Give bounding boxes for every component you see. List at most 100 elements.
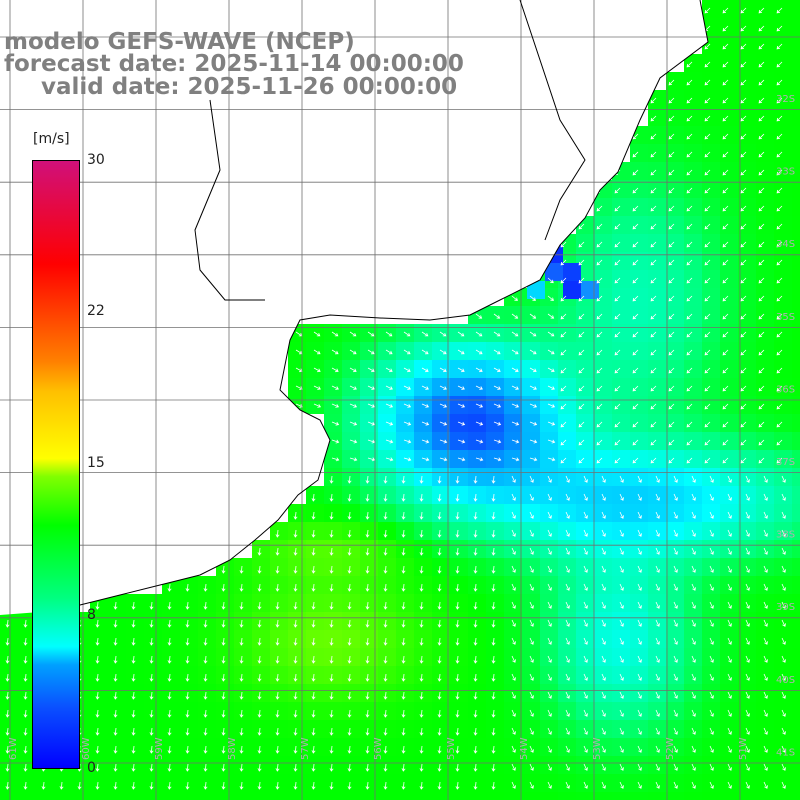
colorbar-unit: [m/s]: [33, 131, 70, 147]
wind-arrow: [758, 133, 765, 140]
wind-arrow: [637, 583, 642, 591]
wind-arrow: [619, 781, 624, 789]
wind-arrow: [565, 691, 570, 699]
wind-arrow: [293, 709, 298, 718]
wind-arrow: [437, 673, 442, 682]
wind-arrow: [704, 259, 711, 266]
wind-arrow: [95, 763, 100, 772]
lon-label: 58W: [227, 737, 238, 760]
wind-arrow: [619, 691, 624, 699]
wind-arrow: [673, 493, 678, 501]
wind-arrow: [655, 529, 660, 537]
wind-arrow: [547, 709, 552, 717]
wind-arrow: [529, 439, 538, 444]
wind-arrow: [331, 385, 339, 390]
wind-arrow: [349, 331, 357, 337]
wind-arrow: [221, 619, 226, 628]
wind-arrow: [727, 529, 732, 537]
wind-arrow: [149, 601, 154, 610]
wind-arrow: [239, 655, 244, 664]
wind-arrow: [473, 511, 478, 520]
wind-arrow: [401, 763, 406, 772]
wind-arrow: [776, 349, 783, 356]
wind-arrow: [596, 349, 603, 356]
wind-arrow: [23, 781, 28, 790]
wind-arrow: [776, 313, 783, 320]
wind-arrow: [547, 673, 552, 681]
wind-arrow: [655, 637, 660, 645]
wind-arrow: [347, 745, 352, 754]
wind-arrow: [632, 367, 639, 374]
wind-arrow: [383, 565, 388, 574]
wind-arrow: [758, 421, 765, 428]
wind-arrow: [578, 349, 585, 356]
wind-arrow: [686, 79, 693, 86]
wind-arrow: [511, 601, 516, 609]
wind-arrow: [583, 763, 588, 771]
wind-arrow: [740, 385, 747, 392]
wind-arrow: [293, 601, 298, 610]
wind-arrow: [275, 781, 280, 790]
wind-arrow: [637, 637, 642, 645]
wind-arrow: [311, 673, 316, 682]
wind-arrow: [5, 655, 10, 664]
wind-arrow: [439, 367, 447, 373]
wind-arrow: [365, 637, 370, 646]
wind-arrow: [740, 43, 747, 50]
wind-arrow: [745, 727, 750, 735]
wind-arrow: [457, 349, 465, 355]
wind-arrow: [637, 547, 642, 555]
wind-arrow: [758, 367, 765, 374]
forecast-date: forecast date: 2025-11-14 00:00:00: [4, 51, 464, 77]
wind-arrow: [455, 601, 460, 610]
wind-arrow: [149, 637, 154, 646]
wind-arrow: [455, 583, 460, 592]
wind-arrow: [331, 457, 340, 462]
wind-arrow: [650, 295, 657, 302]
wind-arrow: [167, 745, 172, 754]
wind-arrow: [686, 115, 693, 122]
wind-arrow: [383, 493, 388, 502]
wind-arrow: [709, 727, 714, 735]
wind-arrow: [709, 565, 714, 573]
wind-arrow: [650, 367, 657, 374]
wind-arrow: [437, 475, 442, 484]
colorbar-tick-label: 15: [87, 455, 105, 471]
wind-arrow: [383, 727, 388, 736]
wind-arrow: [673, 619, 678, 627]
wind-arrow: [740, 277, 747, 284]
wind-arrow: [203, 601, 208, 610]
wind-arrow: [473, 547, 478, 556]
wind-arrow: [722, 241, 729, 248]
wind-arrow: [455, 475, 460, 484]
wind-arrow: [367, 367, 375, 373]
wind-arrow: [473, 673, 478, 682]
wind-arrow: [740, 349, 747, 356]
wind-arrow: [293, 547, 298, 556]
wind-arrow: [131, 727, 136, 736]
wind-arrow: [763, 781, 768, 789]
wind-arrow: [691, 565, 696, 573]
wind-arrow: [686, 241, 693, 248]
wind-arrow: [511, 727, 516, 735]
wind-arrow: [23, 745, 28, 754]
wind-arrow: [686, 187, 693, 194]
wind-arrow: [547, 745, 552, 753]
wind-arrow: [601, 619, 606, 627]
wind-arrow: [560, 331, 567, 338]
wind-arrow: [763, 475, 768, 483]
wind-arrow: [632, 205, 639, 212]
wind-arrow: [221, 763, 226, 772]
wind-arrow: [758, 169, 765, 176]
wind-arrow: [722, 151, 729, 158]
wind-arrow: [5, 763, 10, 772]
wind-arrow: [329, 763, 334, 772]
wind-arrow: [583, 547, 588, 555]
wind-arrow: [401, 475, 406, 484]
wind-arrow: [686, 61, 693, 68]
wind-arrow: [511, 475, 516, 483]
wind-arrow: [547, 637, 552, 645]
wind-arrow: [614, 295, 621, 302]
wind-arrow: [781, 745, 786, 753]
wind-arrow: [383, 637, 388, 646]
